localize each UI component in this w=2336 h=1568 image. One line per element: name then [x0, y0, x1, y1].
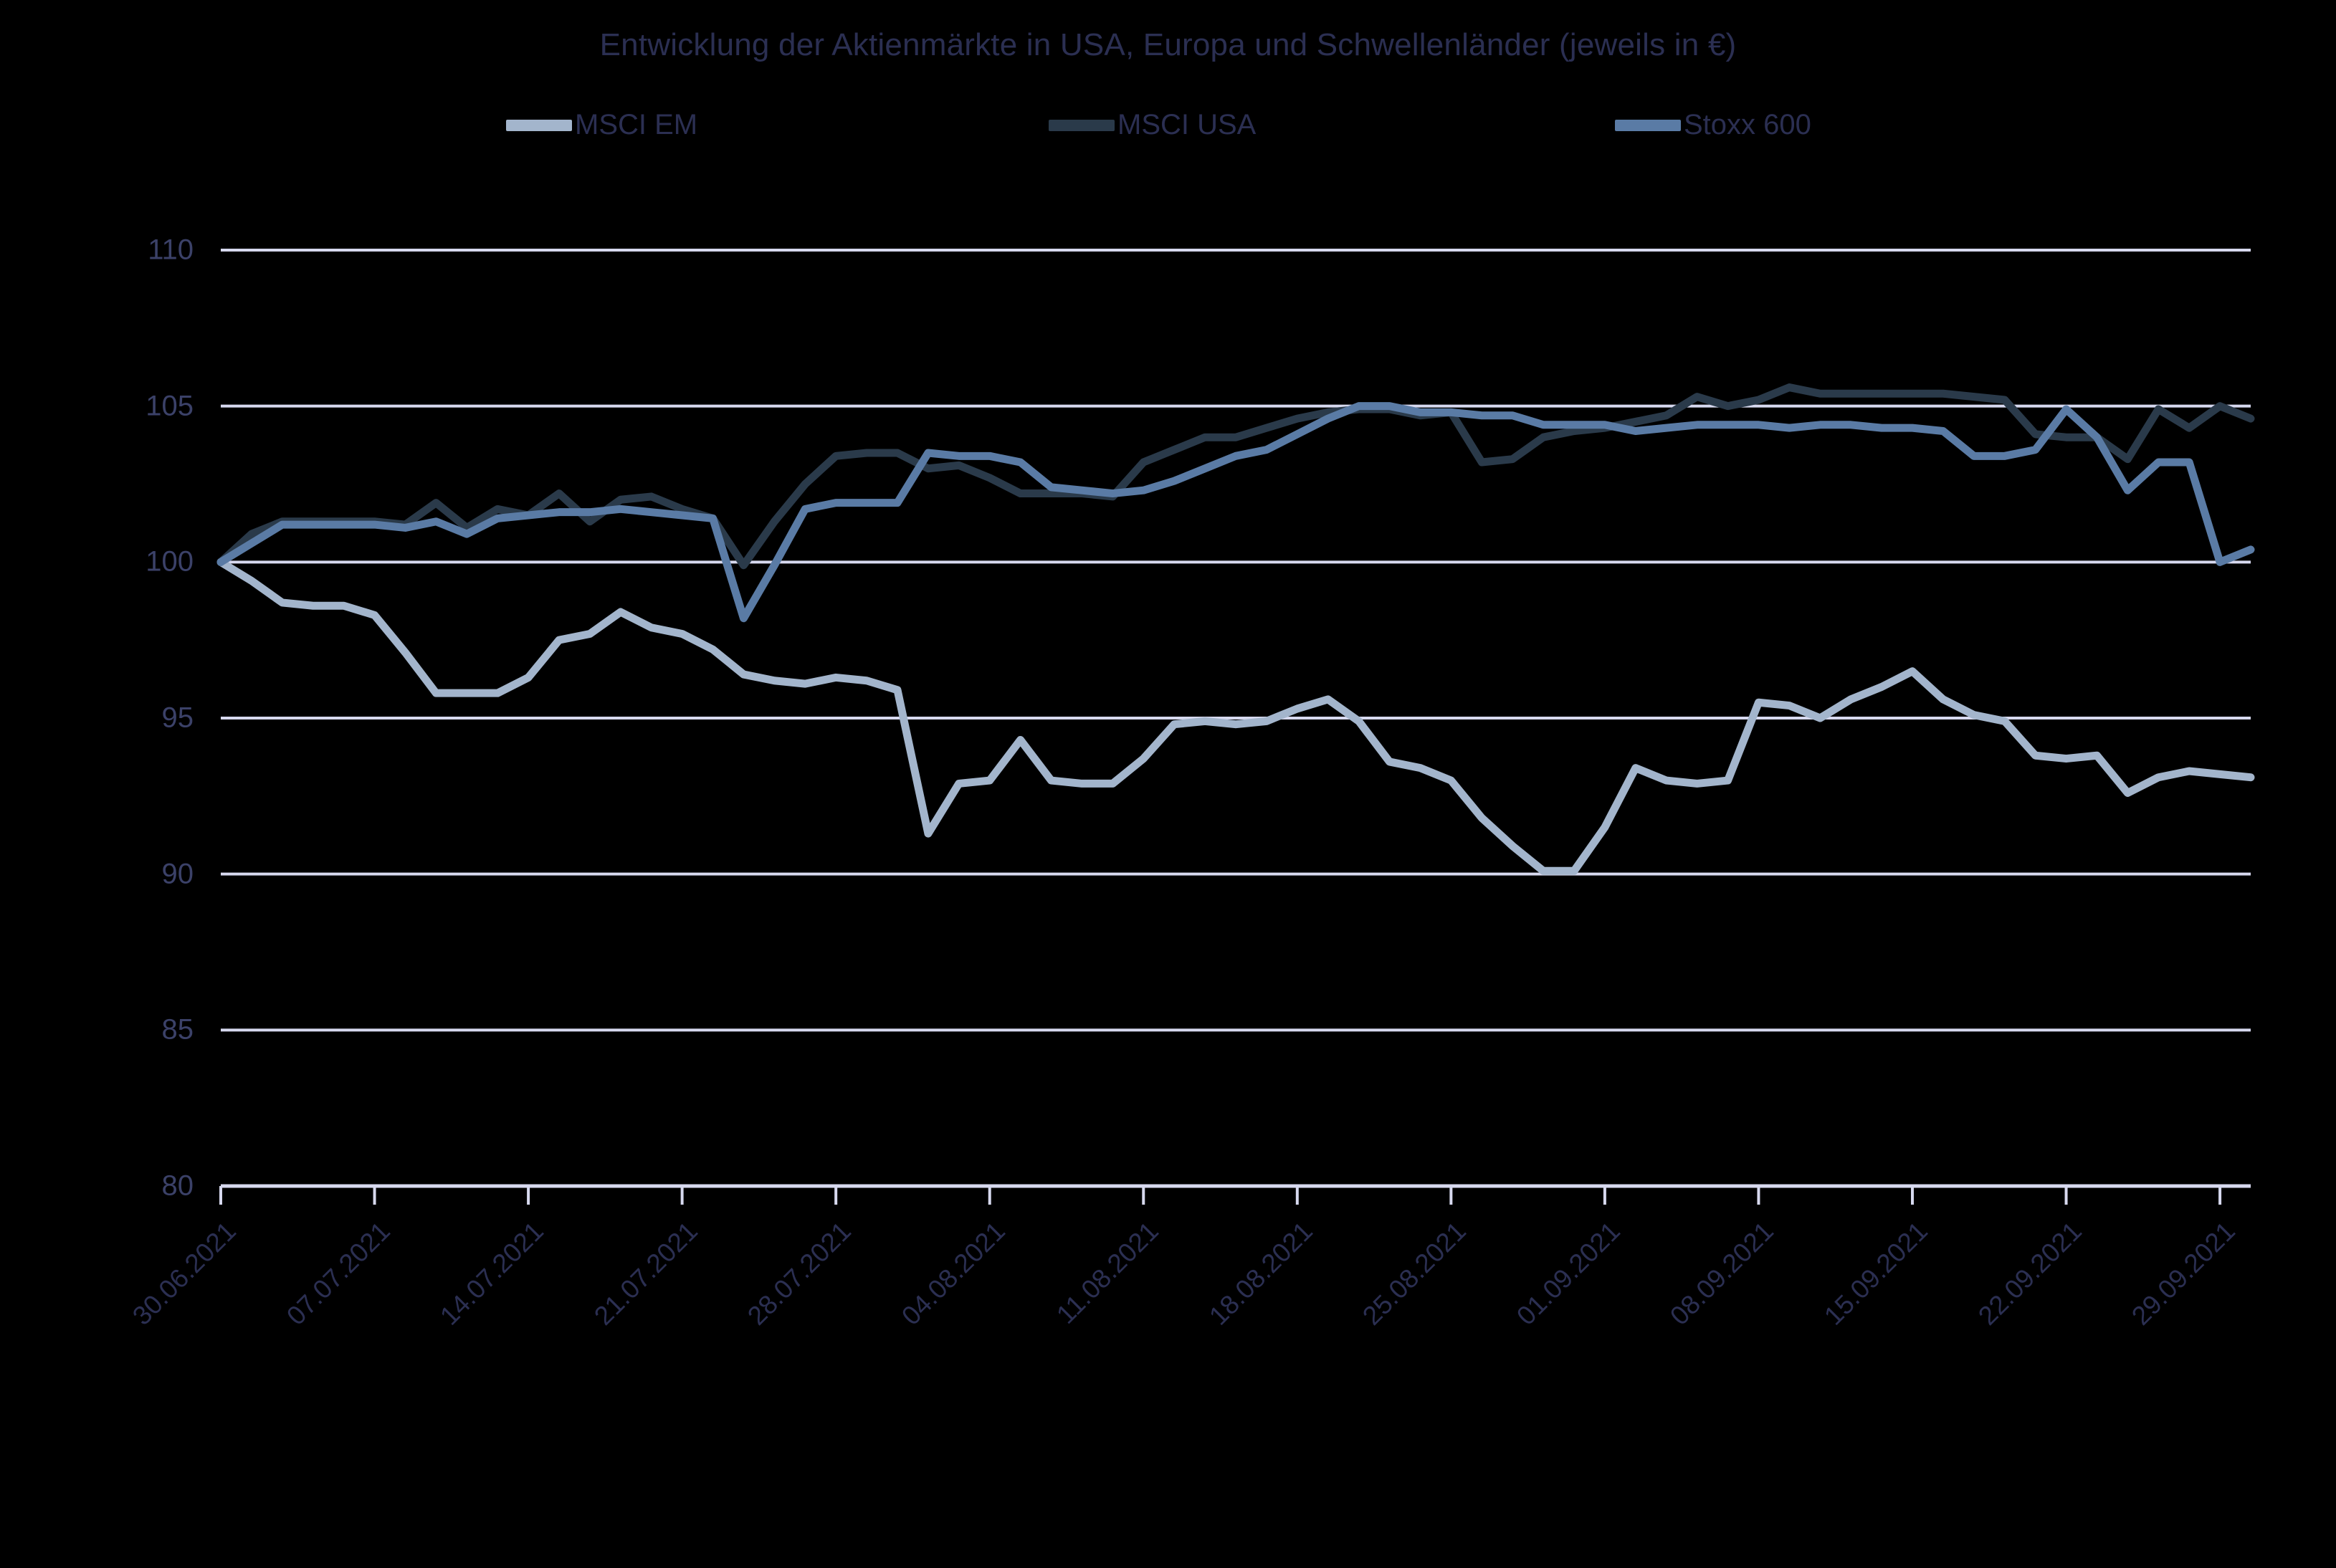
y-axis-label: 85 — [161, 1013, 194, 1046]
legend-swatch-icon — [1615, 119, 1681, 131]
x-axis-label: 28.07.2021 — [742, 1216, 857, 1331]
x-axis-label: 01.09.2021 — [1510, 1216, 1626, 1331]
legend-item-msci-usa[interactable]: MSCI USA — [1049, 109, 1256, 141]
legend-swatch-icon — [506, 119, 572, 131]
series-line-msci-em — [216, 558, 2255, 875]
chart-title: Entwicklung der Aktienmärkte in USA, Eur… — [599, 27, 1737, 62]
plot-area — [216, 249, 2255, 1205]
legend-item-stoxx-600[interactable]: Stoxx 600 — [1615, 109, 1811, 141]
x-axis-label: 14.07.2021 — [434, 1216, 550, 1331]
x-axis-label: 11.08.2021 — [1051, 1216, 1165, 1329]
y-axis-label: 110 — [148, 234, 194, 266]
x-axis-label: 29.09.2021 — [2126, 1216, 2241, 1331]
x-axis-label: 21.07.2021 — [588, 1216, 703, 1331]
legend-item-msci-em[interactable]: MSCI EM — [506, 109, 697, 141]
x-axis-label: 22.09.2021 — [1972, 1216, 2087, 1331]
legend-swatch-icon — [1049, 119, 1115, 131]
chart-legend: MSCI EM MSCI USA Stoxx 600 — [0, 109, 2336, 152]
x-axis-label: 15.09.2021 — [1818, 1216, 1933, 1331]
legend-label: Stoxx 600 — [1684, 109, 1811, 140]
y-axis-label: 95 — [161, 702, 194, 734]
x-axis-label: 25.08.2021 — [1357, 1216, 1472, 1331]
y-axis-label: 80 — [161, 1170, 194, 1202]
y-axis-label: 90 — [161, 858, 194, 890]
x-axis-label: 04.08.2021 — [895, 1216, 1011, 1331]
y-axis-label: 105 — [146, 390, 194, 422]
y-axis-label: 100 — [146, 545, 194, 578]
line-chart-svg — [216, 249, 2255, 1205]
x-axis-label: 18.08.2021 — [1203, 1216, 1318, 1331]
legend-label: MSCI EM — [575, 109, 698, 140]
x-axis-label: 08.09.2021 — [1664, 1216, 1780, 1331]
legend-label: MSCI USA — [1117, 109, 1257, 140]
y-axis: 110 105 100 95 90 85 80 — [79, 0, 194, 1568]
series-line-stoxx-600 — [216, 402, 2255, 623]
series-line-msci-usa — [216, 383, 2255, 570]
